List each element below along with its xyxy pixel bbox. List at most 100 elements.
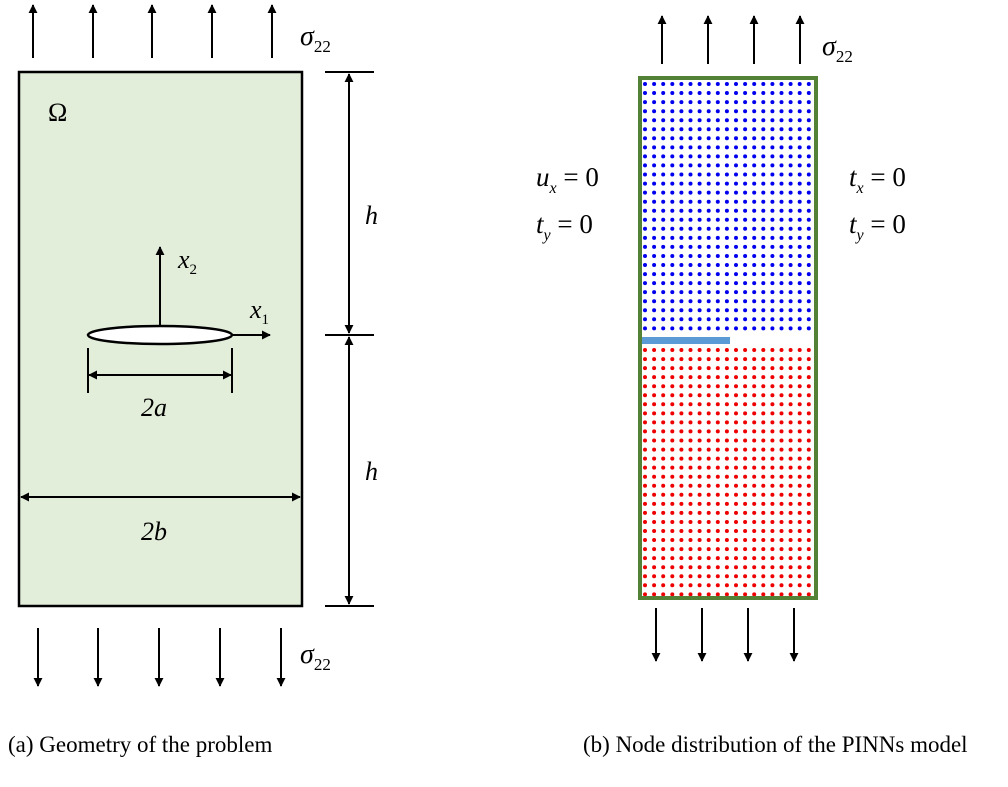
node-point [661, 547, 666, 552]
node-point [697, 235, 702, 240]
node-point [761, 366, 766, 371]
node-point [770, 281, 775, 286]
node-point [761, 299, 766, 304]
node-point [688, 474, 693, 479]
node-point [770, 235, 775, 240]
node-point [779, 547, 784, 552]
node-point [724, 438, 729, 443]
node-point [779, 82, 784, 86]
node-point [679, 299, 684, 304]
node-point [643, 181, 647, 186]
node-point [652, 263, 657, 267]
node-point [743, 357, 748, 362]
node-point [797, 254, 802, 258]
node-point [643, 420, 647, 425]
caption-a: (a) Geometry of the problem [8, 732, 273, 757]
node-point [643, 474, 647, 479]
node-point [670, 244, 675, 249]
node-point [743, 317, 748, 322]
node-point [788, 520, 793, 524]
node-point [761, 254, 766, 258]
node-grid [643, 82, 811, 597]
node-point [797, 109, 802, 114]
node-point [806, 326, 811, 331]
node-point [652, 366, 657, 371]
node-point [761, 172, 766, 177]
node-point [715, 290, 720, 295]
node-point [770, 375, 775, 380]
node-point [788, 100, 793, 105]
node-point [670, 438, 675, 443]
node-point [752, 217, 757, 222]
node-point [743, 136, 748, 141]
node-point [779, 411, 784, 416]
node-point [715, 154, 720, 159]
node-point [652, 235, 657, 240]
node-point [661, 592, 666, 597]
node-point [770, 154, 775, 159]
node-point [788, 290, 793, 295]
node-point [788, 326, 793, 331]
node-point [743, 181, 748, 186]
node-point [643, 217, 647, 222]
node-point [643, 109, 647, 114]
node-point [761, 420, 766, 425]
node-point [806, 348, 811, 352]
node-point [688, 308, 693, 313]
node-point [797, 208, 802, 213]
node-point [670, 299, 675, 304]
node-point [715, 272, 720, 277]
node-point [779, 181, 784, 186]
node-point [643, 402, 647, 407]
node-point [770, 366, 775, 371]
node-point [770, 592, 775, 597]
node-point [806, 217, 811, 222]
node-point [761, 109, 766, 114]
node-point [779, 420, 784, 425]
node-point [706, 501, 711, 506]
node-point [761, 272, 766, 277]
node-point [688, 91, 693, 95]
node-point [706, 574, 711, 579]
node-point [679, 411, 684, 416]
node-point [715, 357, 720, 362]
node-point [761, 547, 766, 552]
node-point [715, 145, 720, 150]
node-point [706, 429, 711, 434]
node-point [670, 118, 675, 123]
node-point [724, 163, 729, 168]
node-point [743, 326, 748, 331]
node-point [661, 208, 666, 213]
node-point [670, 226, 675, 231]
node-point [734, 366, 738, 371]
node-point [688, 290, 693, 295]
node-point [806, 547, 811, 552]
node-point [724, 254, 729, 258]
node-point [679, 82, 684, 86]
node-point [661, 91, 666, 95]
node-point [806, 190, 811, 195]
node-point [806, 520, 811, 524]
node-point [806, 357, 811, 362]
node-point [806, 384, 811, 389]
node-point [661, 411, 666, 416]
caption-b: (b) Node distribution of the PINNs model [583, 732, 968, 757]
node-point [706, 172, 711, 177]
node-point [724, 208, 729, 213]
node-point [652, 357, 657, 362]
node-point [661, 384, 666, 389]
node-point [788, 109, 793, 114]
node-point [724, 109, 729, 114]
node-point [724, 317, 729, 322]
node-point [770, 357, 775, 362]
node-point [788, 438, 793, 443]
node-point [706, 357, 711, 362]
node-point [715, 235, 720, 240]
node-point [770, 520, 775, 524]
node-point [797, 145, 802, 150]
node-point [688, 254, 693, 258]
node-point [706, 118, 711, 123]
node-point [697, 290, 702, 295]
node-point [697, 465, 702, 470]
node-point [679, 254, 684, 258]
